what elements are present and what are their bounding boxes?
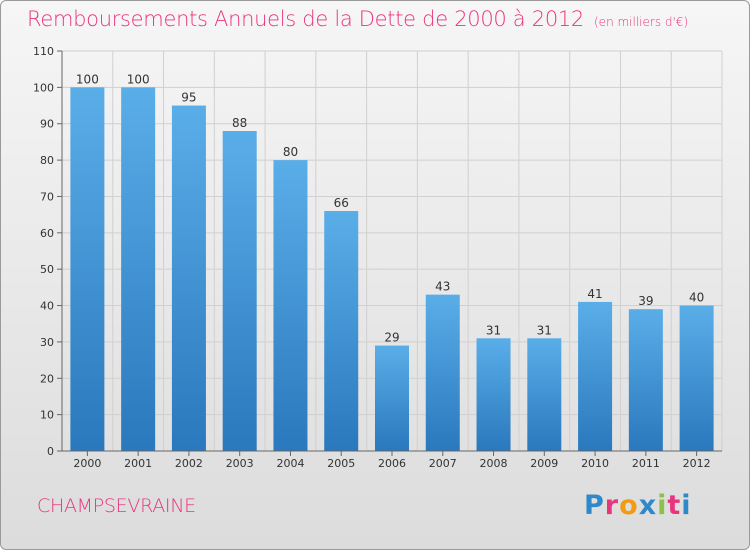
logo-letter: t — [667, 490, 682, 521]
bar-value-label: 43 — [435, 280, 450, 294]
x-tick-label: 2010 — [581, 457, 609, 470]
bar-value-label: 95 — [181, 91, 196, 105]
x-tick-label: 2004 — [276, 457, 304, 470]
bar — [527, 338, 562, 451]
y-tick-label: 20 — [40, 372, 54, 385]
bar — [324, 211, 359, 451]
bars: 100 100 95 88 80 66 29 43 31 31 41 39 40 — [70, 72, 714, 451]
y-tick-label: 0 — [47, 445, 54, 458]
x-tick-label: 2007 — [429, 457, 457, 470]
bar-value-label: 31 — [537, 323, 552, 337]
proxiti-logo: Proxiti — [584, 490, 692, 521]
bar-value-label: 41 — [587, 287, 602, 301]
bar — [222, 131, 257, 451]
bar-value-label: 39 — [638, 294, 653, 308]
chart-title: Remboursements Annuels de la Dette de 20… — [27, 7, 688, 31]
y-tick-label: 40 — [40, 300, 54, 313]
bar — [121, 87, 156, 451]
bar — [375, 345, 409, 451]
bar — [628, 309, 663, 451]
x-tick-label: 2009 — [530, 457, 558, 470]
x-tick-label: 2011 — [632, 457, 660, 470]
x-tick-label: 2000 — [73, 457, 101, 470]
bar-value-label: 88 — [232, 116, 247, 130]
bar — [171, 105, 206, 451]
bar-value-label: 40 — [689, 291, 704, 305]
logo-letter: o — [619, 490, 639, 521]
x-tick-label: 2005 — [327, 457, 355, 470]
x-tick-label: 2008 — [480, 457, 508, 470]
logo-letter: r — [604, 490, 620, 521]
y-tick-label: 30 — [40, 336, 54, 349]
x-tick-label: 2006 — [378, 457, 406, 470]
bar-value-label: 31 — [486, 323, 501, 337]
x-tick-label: 2003 — [226, 457, 254, 470]
y-tick-label: 10 — [40, 409, 54, 422]
logo-letter: x — [638, 490, 658, 521]
commune-name: CHAMPSEVRAINE — [37, 495, 196, 517]
x-tick-label: 2002 — [175, 457, 203, 470]
bar — [425, 294, 460, 451]
y-tick-label: 100 — [33, 81, 54, 94]
logo-letter: i — [681, 490, 692, 521]
bar — [476, 338, 511, 451]
y-tick-label: 70 — [40, 190, 54, 203]
logo-letter: i — [657, 490, 668, 521]
y-tick-label: 50 — [40, 263, 54, 276]
chart-subtitle: (en milliers d'€) — [594, 15, 689, 29]
bar-value-label: 29 — [384, 331, 399, 345]
y-tick-label: 110 — [33, 45, 54, 58]
logo-letter: P — [584, 490, 605, 521]
y-tick-label: 90 — [40, 118, 54, 131]
bar-value-label: 100 — [127, 72, 150, 86]
chart-title-text: Remboursements Annuels de la Dette de 20… — [27, 7, 584, 31]
bar — [70, 87, 105, 451]
y-tick-label: 60 — [40, 227, 54, 240]
axes: 0 10 20 30 40 50 60 70 80 90 100 110 2000 2001 2002 200… — [33, 45, 722, 470]
bar — [679, 305, 714, 451]
x-tick-label: 2001 — [124, 457, 152, 470]
bar — [578, 301, 613, 451]
bar-value-label: 80 — [283, 145, 298, 159]
x-tick-label: 2012 — [683, 457, 711, 470]
bar-value-label: 100 — [76, 72, 99, 86]
bar-value-label: 66 — [334, 196, 349, 210]
bar — [273, 160, 308, 451]
y-tick-label: 80 — [40, 154, 54, 167]
